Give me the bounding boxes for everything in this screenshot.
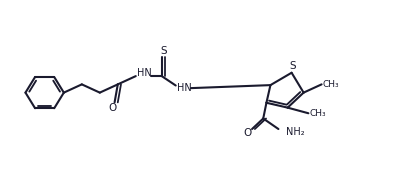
Text: O: O bbox=[243, 128, 251, 138]
Text: S: S bbox=[160, 46, 167, 56]
Text: HN: HN bbox=[177, 83, 192, 93]
Text: CH₃: CH₃ bbox=[310, 109, 326, 118]
Text: S: S bbox=[289, 61, 296, 71]
Text: O: O bbox=[108, 103, 116, 113]
Text: HN: HN bbox=[137, 68, 152, 78]
Text: NH₂: NH₂ bbox=[286, 127, 305, 137]
Text: CH₃: CH₃ bbox=[323, 80, 340, 89]
